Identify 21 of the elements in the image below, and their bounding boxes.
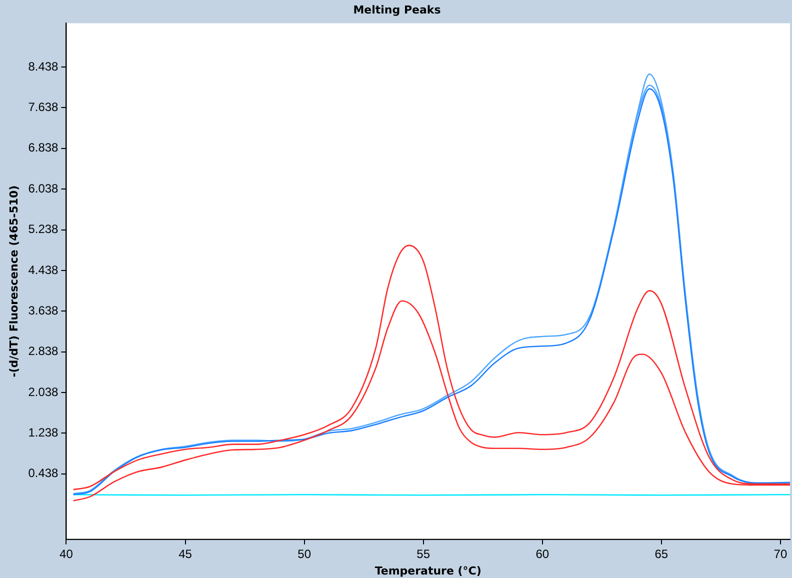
x-tick-label: 45 — [178, 546, 192, 561]
x-tick-label: 65 — [654, 546, 668, 561]
y-tick-label: 3.638 — [28, 303, 59, 318]
y-tick-label: 7.638 — [28, 100, 59, 114]
y-axis-title: -(d/dT) Fluorescence (465-510) — [7, 185, 20, 378]
y-tick-label: 8.438 — [28, 59, 59, 74]
x-tick-label: 55 — [416, 546, 430, 561]
x-tick-label: 40 — [60, 546, 74, 561]
y-tick-label: 6.838 — [28, 140, 59, 155]
y-tick-label: 6.038 — [28, 181, 59, 196]
y-tick-label: 4.438 — [28, 262, 59, 277]
x-tick-label: 70 — [774, 546, 788, 561]
y-tick-label: 0.438 — [28, 466, 59, 480]
y-tick-label: 2.838 — [28, 344, 59, 358]
y-tick-label: 5.238 — [28, 222, 59, 236]
y-tick-label: 2.038 — [28, 384, 59, 399]
y-tick-label: 1.238 — [28, 426, 59, 440]
x-axis-title: Temperature (°C) — [374, 564, 482, 578]
x-tick-label: 50 — [298, 546, 312, 561]
chart-title: Melting Peaks — [353, 3, 442, 16]
x-tick-label: 60 — [536, 546, 550, 561]
